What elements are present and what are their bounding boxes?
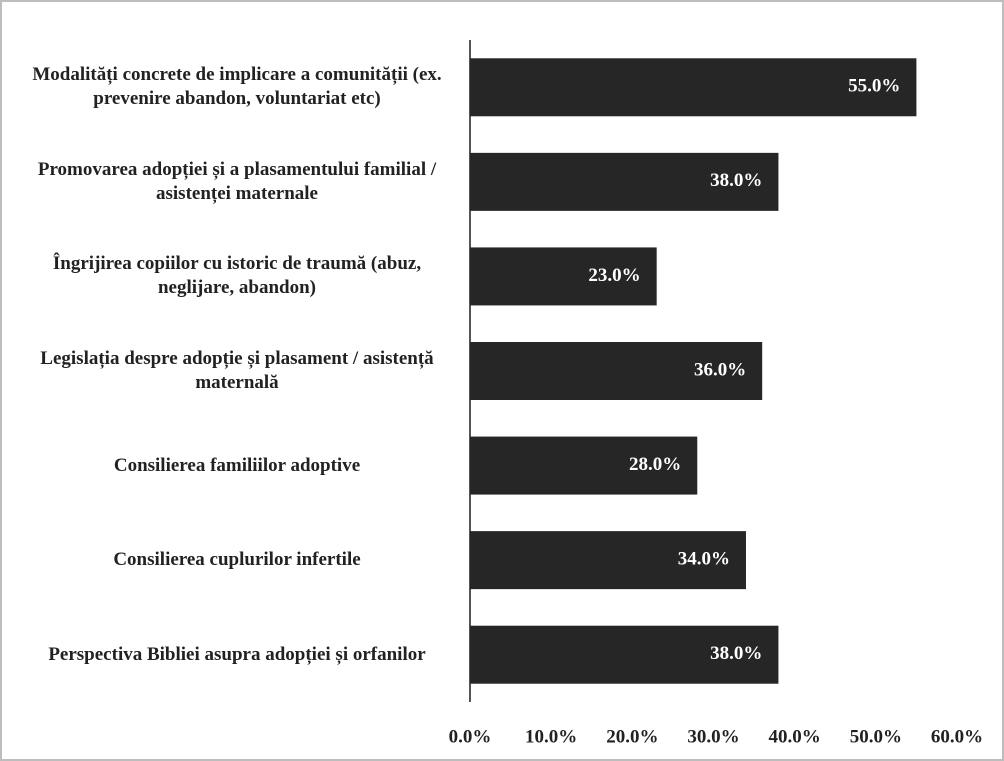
category-label: Perspectiva Bibliei asupra adopției și o… (48, 643, 426, 665)
value-label: 23.0% (588, 265, 640, 286)
value-label: 36.0% (694, 359, 746, 380)
value-label: 28.0% (629, 454, 681, 475)
x-tick-label: 0.0% (449, 726, 492, 747)
value-label: 34.0% (678, 549, 730, 570)
x-tick-label: 30.0% (687, 726, 739, 747)
x-tick-label: 40.0% (769, 726, 821, 747)
x-tick-label: 60.0% (931, 726, 983, 747)
x-tick-label: 50.0% (850, 726, 902, 747)
bar (470, 247, 657, 306)
category-label: Legislația despre adopție și plasament /… (40, 348, 434, 393)
value-label: 55.0% (848, 76, 900, 97)
bar (470, 342, 763, 400)
category-label: Modalități concrete de implicare a comun… (32, 64, 442, 110)
bar (470, 152, 779, 211)
category-label: Consilierea cuplurilor infertile (113, 549, 361, 571)
category-label: Consilierea familiilor adoptive (113, 454, 361, 476)
bar (470, 436, 698, 495)
value-label: 38.0% (710, 170, 762, 191)
bar (470, 625, 779, 684)
category-label: Îngrijirea copiilor cu istoric de traumă… (52, 253, 422, 299)
bar (470, 531, 746, 590)
x-tick-label: 20.0% (606, 726, 658, 747)
bar (470, 58, 917, 117)
x-tick-label: 10.0% (525, 726, 577, 747)
category-label: Promovarea adopției și a plasamentului f… (37, 158, 437, 204)
value-label: 38.0% (710, 643, 762, 664)
